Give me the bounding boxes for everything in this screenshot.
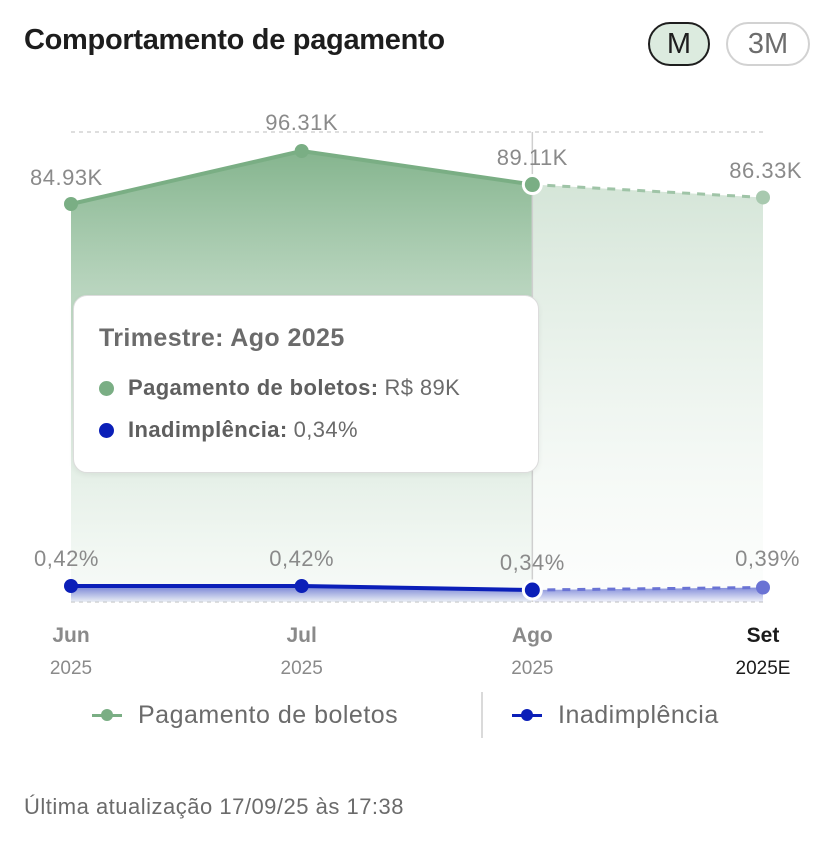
x-tick-year-jun: 2025: [50, 658, 92, 679]
tooltip-title: Trimestre: Ago 2025: [99, 324, 345, 352]
inadimplencia-point-ago: [521, 579, 543, 601]
inadimplencia-data-label-set: 0,39%: [735, 546, 800, 571]
x-tick-label-jun: Jun: [52, 624, 89, 647]
inadimplencia-data-label-jun: 0,42%: [34, 546, 99, 571]
inadimplencia-dot-icon: [99, 422, 114, 438]
boletos-point-ago: [521, 174, 543, 196]
inadimplencia-point-jul: [294, 579, 309, 593]
legend-line-dot-icon: [512, 705, 542, 725]
chart-marks: 84.93K 96.31K 89.11K 86.33K 0,42% 0,42% 0,34% 0…: [30, 110, 802, 602]
boletos-point-jun: [64, 197, 78, 211]
legend-item-inadimplencia[interactable]: Inadimplência: [512, 690, 719, 740]
chart-title: Comportamento de pagamento: [24, 24, 445, 56]
x-axis: Jun 2025 Jul 2025 Ago 2025 Set 2025E: [50, 624, 791, 679]
chart-tooltip: Trimestre: Ago 2025 Pagamento de boletos…: [73, 295, 539, 473]
tooltip-value-boletos: R$ 89K: [384, 375, 461, 400]
inadimplencia-area: [71, 586, 763, 602]
boletos-data-label-ago: 89.11K: [497, 145, 568, 170]
legend-label-inadimplencia: Inadimplência: [558, 700, 719, 729]
boletos-dot-icon: [99, 380, 114, 396]
tooltip-value-inadimplencia: 0,34%: [293, 417, 359, 442]
boletos-point-jul: [294, 144, 309, 158]
boletos-area-projected: [532, 184, 763, 602]
legend-label-boletos: Pagamento de boletos: [138, 700, 399, 729]
boletos-point-set: [756, 190, 770, 205]
inadimplencia-data-label-jul: 0,42%: [269, 546, 334, 571]
tooltip-row-inadimplencia: Inadimplência: 0,34%: [99, 417, 538, 443]
inadimplencia-point-jun: [64, 579, 78, 593]
last-updated-text: Última atualização 17/09/25 às 17:38: [24, 794, 405, 819]
legend-divider: [481, 692, 483, 738]
boletos-data-label-jul: 96.31K: [265, 110, 338, 135]
inadimplencia-data-label-ago: 0,34%: [500, 550, 565, 575]
inadimplencia-point-set: [756, 580, 770, 595]
tooltip-label-boletos: Pagamento de boletos:: [128, 375, 379, 400]
x-tick-year-ago: 2025: [511, 658, 553, 679]
chart-legend: Pagamento de boletos Inadimplência: [0, 690, 836, 740]
boletos-data-label-set: 86.33K: [729, 158, 802, 183]
tooltip-row-boletos: Pagamento de boletos: R$ 89K: [99, 375, 538, 401]
tooltip-label-inadimplencia: Inadimplência:: [128, 417, 288, 442]
legend-line-dot-icon: [92, 705, 122, 725]
x-tick-year-set: 2025E: [736, 658, 791, 679]
boletos-data-label-jun: 84.93K: [30, 165, 103, 190]
payment-behavior-chart: 84.93K 96.31K 89.11K 86.33K 0,42% 0,42% 0,34% 0…: [30, 110, 802, 679]
x-tick-label-ago: Ago: [512, 624, 553, 647]
legend-item-boletos[interactable]: Pagamento de boletos: [92, 690, 398, 740]
x-tick-label-set: Set: [747, 624, 780, 647]
period-toggle-quarterly[interactable]: 3M: [726, 22, 810, 66]
x-tick-year-jul: 2025: [281, 658, 323, 679]
x-tick-label-jul: Jul: [286, 624, 316, 647]
period-toggle-monthly[interactable]: M: [648, 22, 710, 66]
